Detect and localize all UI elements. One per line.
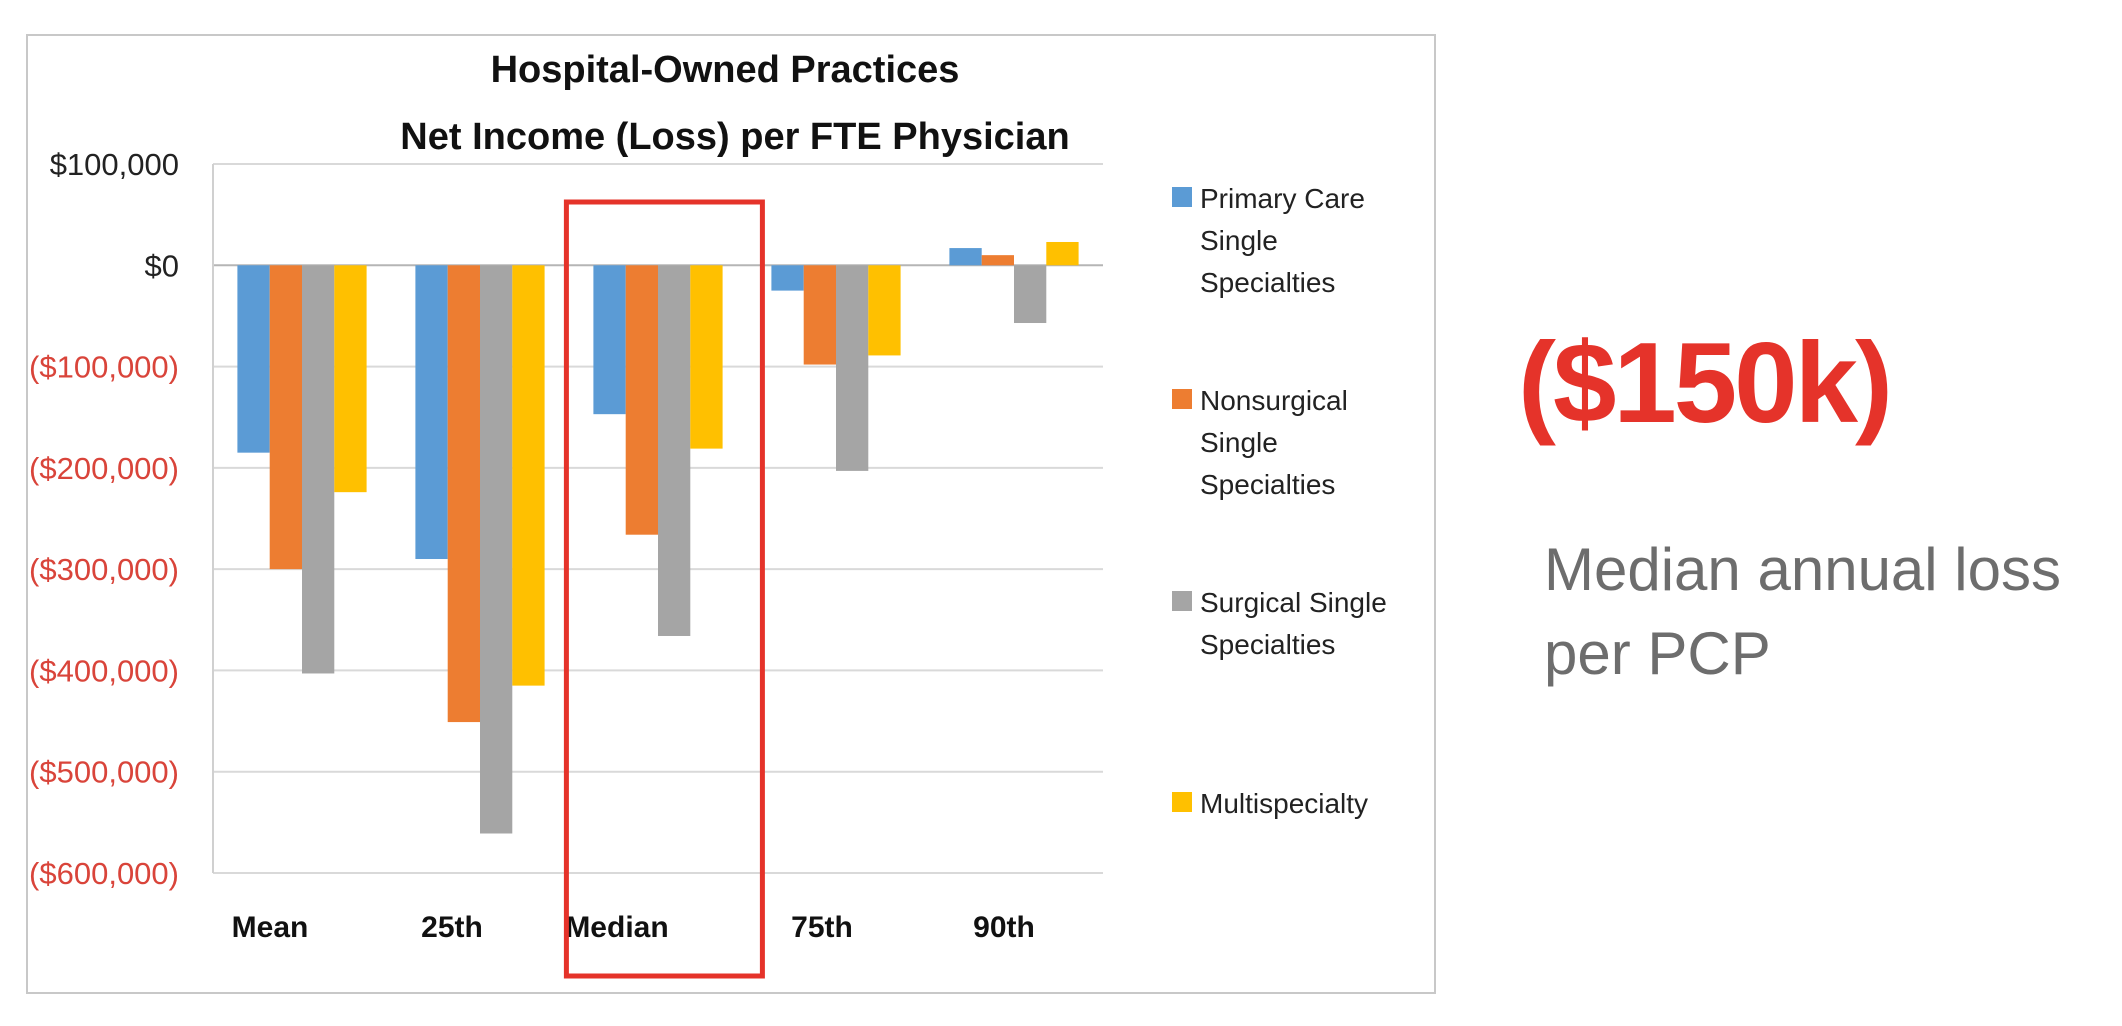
median-highlight-box <box>563 199 765 979</box>
bar-mean-series-1 <box>269 265 302 570</box>
bar-75th-series-2 <box>836 265 869 471</box>
bar-25th-series-2 <box>480 265 513 834</box>
callout-value: ($150k) <box>1518 320 1893 447</box>
bar-median-series-3 <box>690 265 723 449</box>
legend-label: Single <box>1200 225 1278 256</box>
y-tick-label: ($100,000) <box>29 350 179 385</box>
y-tick-label: ($400,000) <box>29 653 179 688</box>
x-category-label: Median <box>565 911 668 944</box>
bar-median-series-1 <box>625 265 658 535</box>
bar-90th-series-3 <box>1046 241 1079 266</box>
legend-label: Specialties <box>1200 469 1335 500</box>
legend-label: Multispecialty <box>1200 788 1368 819</box>
legend-label: Primary Care <box>1200 183 1365 214</box>
legend-label: Surgical Single <box>1200 587 1387 618</box>
x-category-label: Mean <box>232 911 309 944</box>
legend-swatch <box>1172 792 1192 812</box>
legend-label: Specialties <box>1200 267 1335 298</box>
bar-90th-series-1 <box>981 255 1014 266</box>
x-category-label: 75th <box>791 911 853 944</box>
legend-label: Nonsurgical <box>1200 385 1348 416</box>
legend-swatch <box>1172 389 1192 409</box>
y-tick-label: $0 <box>145 248 179 283</box>
bar-median-series-2 <box>658 265 691 636</box>
bar-75th-series-3 <box>868 265 901 356</box>
bar-25th-series-0 <box>415 265 448 560</box>
legend-swatch <box>1172 591 1192 611</box>
y-tick-label: ($500,000) <box>29 755 179 790</box>
bar-25th-series-1 <box>447 265 480 723</box>
callout-caption: Median annual loss per PCP <box>1544 536 2062 687</box>
chart-title-line-2: Net Income (Loss) per FTE Physician <box>400 116 1069 158</box>
x-category-label: 25th <box>421 911 483 944</box>
y-tick-label: ($200,000) <box>29 451 179 486</box>
bar-mean-series-3 <box>334 265 367 493</box>
bar-mean-series-2 <box>302 265 335 674</box>
chart-frame <box>26 34 1436 994</box>
bar-median-series-0 <box>593 265 626 415</box>
chart-title-line-1: Hospital-Owned Practices <box>491 49 960 91</box>
legend-label: Single <box>1200 427 1278 458</box>
bar-90th-series-2 <box>1014 265 1047 324</box>
bar-75th-series-0 <box>771 265 804 291</box>
bar-75th-series-1 <box>803 265 836 365</box>
y-tick-label: $100,000 <box>50 147 179 182</box>
bar-25th-series-3 <box>512 265 545 686</box>
bar-mean-series-0 <box>237 265 270 453</box>
y-tick-label: ($600,000) <box>29 856 179 891</box>
x-category-label: 90th <box>973 911 1035 944</box>
legend-label: Specialties <box>1200 629 1335 660</box>
bar-90th-series-0 <box>949 248 982 266</box>
legend-swatch <box>1172 187 1192 207</box>
y-tick-label: ($300,000) <box>29 552 179 587</box>
